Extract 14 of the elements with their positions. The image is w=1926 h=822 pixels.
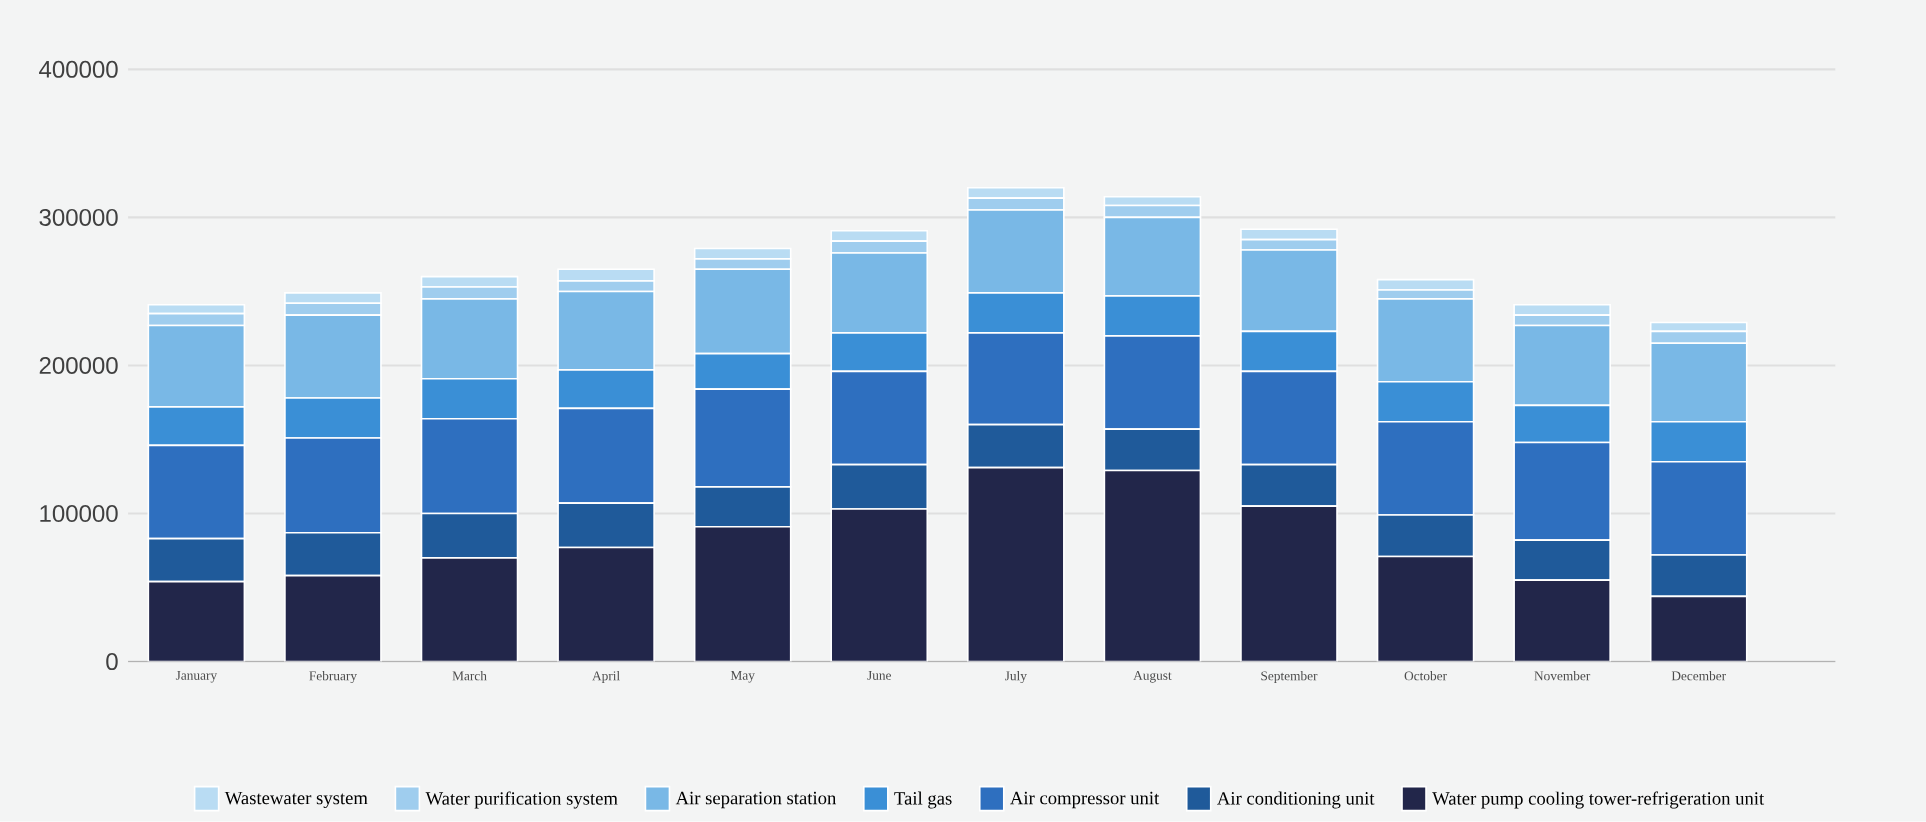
- bar: [557, 268, 655, 283]
- y-tick-label: 200000: [39, 357, 118, 375]
- legend-label: Air conditioning unit: [1217, 791, 1375, 809]
- legend-label: Water purification system: [425, 791, 618, 809]
- legend-label: Tail gas: [894, 791, 952, 809]
- bar: [1240, 228, 1338, 241]
- legend-label: Air separation station: [675, 792, 837, 809]
- legend-label: Water pump cooling tower-refrigeration unit: [1432, 791, 1765, 809]
- legend-label: Wastewater system: [224, 792, 368, 809]
- y-tick-label: 100000: [40, 505, 118, 523]
- legend-label: Air compressor unit: [1010, 792, 1160, 809]
- y-tick-label: 400000: [39, 61, 118, 79]
- y-tick-label: 0: [106, 653, 118, 671]
- y-tick-label: 300000: [39, 209, 118, 227]
